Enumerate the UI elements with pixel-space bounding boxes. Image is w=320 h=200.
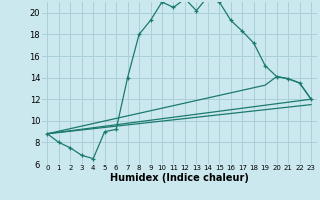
X-axis label: Humidex (Indice chaleur): Humidex (Indice chaleur) [110,173,249,183]
